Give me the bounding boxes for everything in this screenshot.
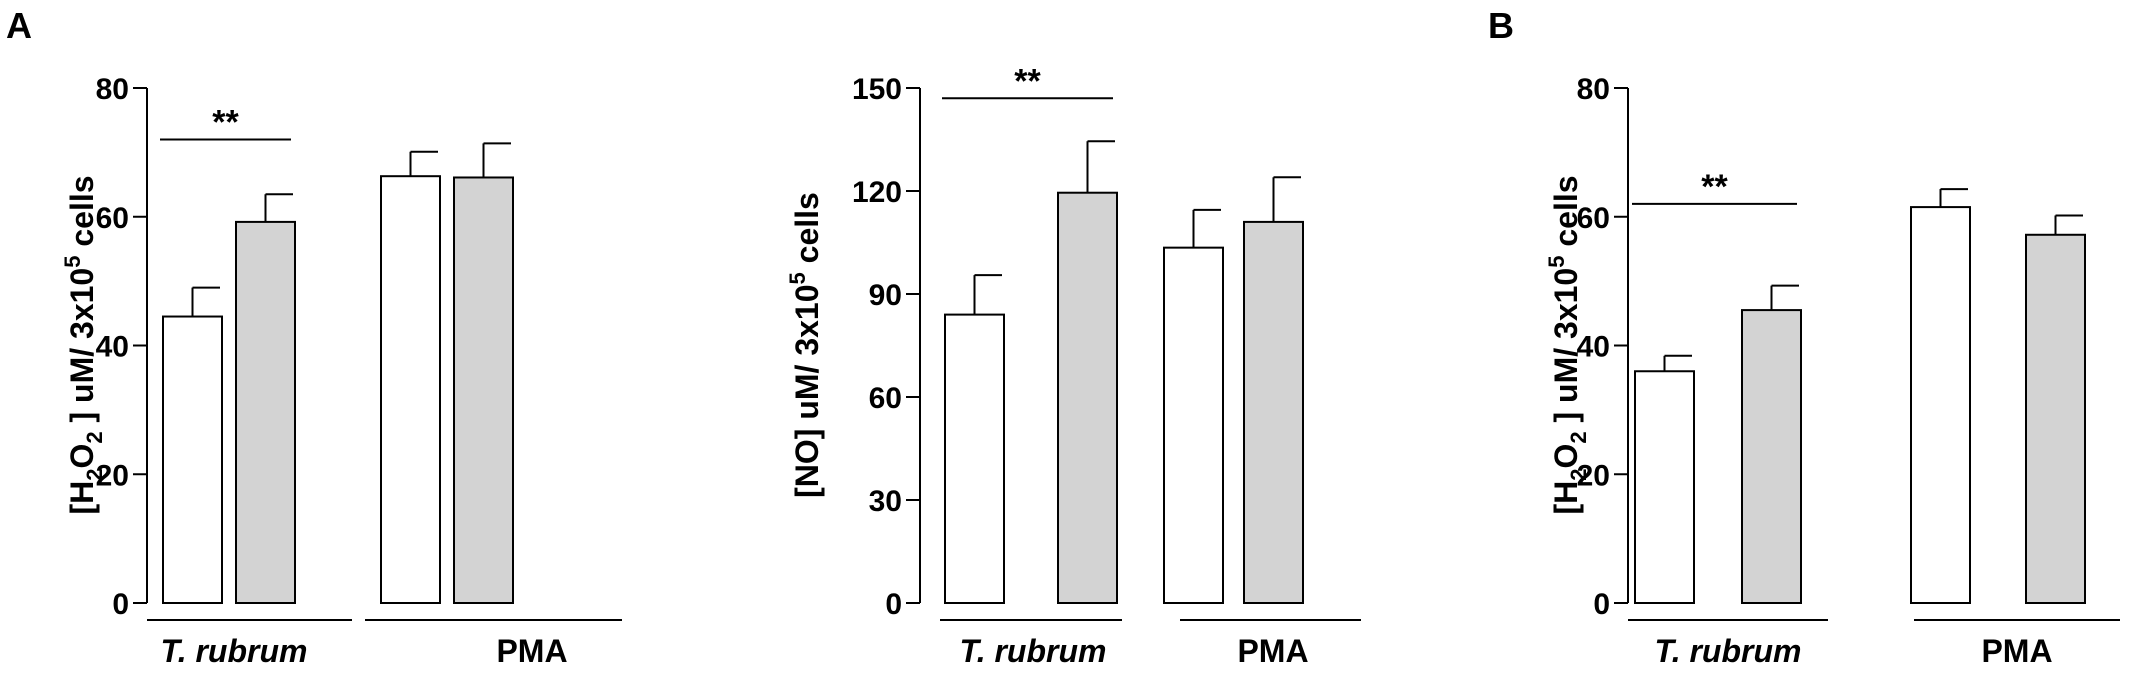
significance-label: ** bbox=[1701, 168, 1728, 206]
bar-1 bbox=[235, 220, 296, 604]
group-label-0: T. rubrum bbox=[161, 633, 308, 669]
bar-2 bbox=[380, 175, 441, 604]
group-label-0: T. rubrum bbox=[960, 633, 1107, 669]
y-tick-label: 20 bbox=[1577, 459, 1610, 492]
y-tick-label: 60 bbox=[869, 382, 902, 415]
y-axis-label-part: [NO] uM/ 3x10 bbox=[789, 284, 825, 497]
y-axis-label-part: ] uM/ 3x10 bbox=[1548, 268, 1584, 432]
y-axis-label-part: cells bbox=[64, 175, 100, 255]
y-tick-label: 90 bbox=[869, 279, 902, 312]
bar-2 bbox=[1910, 206, 1971, 604]
bar-2 bbox=[1163, 246, 1224, 604]
y-axis-label-part: O bbox=[1548, 444, 1584, 469]
bar-3 bbox=[1243, 220, 1304, 604]
y-axis-label-part: 2 bbox=[82, 431, 107, 443]
y-axis-label-part: cells bbox=[789, 192, 825, 272]
bar-3 bbox=[453, 176, 514, 604]
significance-label: ** bbox=[212, 104, 239, 142]
y-axis-label: [H2O2 ] uM/ 3x105 cells bbox=[1544, 175, 1591, 514]
y-tick-label: 40 bbox=[96, 331, 129, 364]
bar-1 bbox=[1741, 309, 1802, 604]
y-tick-label: 80 bbox=[1577, 73, 1610, 106]
y-tick-label: 20 bbox=[96, 459, 129, 492]
y-tick-label: 40 bbox=[1577, 331, 1610, 364]
y-axis-label: [NO] uM/ 3x105 cells bbox=[785, 192, 825, 498]
group-label-1: PMA bbox=[1237, 633, 1308, 669]
y-axis-label-part: 2 bbox=[1566, 469, 1591, 481]
bar-1 bbox=[1057, 191, 1118, 604]
y-axis-label-part: 2 bbox=[82, 469, 107, 481]
y-tick-label: 60 bbox=[1577, 202, 1610, 235]
y-axis-label-part: 5 bbox=[785, 272, 810, 284]
bar-0 bbox=[944, 313, 1005, 604]
y-axis-label-part: 5 bbox=[1544, 256, 1569, 268]
panel-letter-a: A bbox=[6, 5, 32, 46]
y-axis-label-part: [H bbox=[1548, 481, 1584, 515]
y-axis-label-part: O bbox=[64, 444, 100, 469]
bar-3 bbox=[2025, 233, 2086, 604]
y-axis-label-part: [H bbox=[64, 481, 100, 515]
y-axis-label-part: 2 bbox=[1566, 431, 1591, 443]
bar-0 bbox=[1634, 370, 1695, 604]
y-axis-label: [H2O2 ] uM/ 3x105 cells bbox=[60, 175, 107, 514]
chart-no-panel-a: 0 30 60 90 120 150 T. rubrum PMA ** [NO] uM/ 3x10… bbox=[785, 62, 1361, 669]
y-axis-label-part: ] uM/ 3x10 bbox=[64, 268, 100, 432]
y-tick-label: 30 bbox=[869, 485, 902, 518]
y-axis-label-part: 5 bbox=[60, 256, 85, 268]
y-tick-label: 0 bbox=[885, 588, 902, 621]
group-label-1: PMA bbox=[1981, 633, 2052, 669]
y-tick-label: 150 bbox=[852, 73, 902, 106]
y-axis-label-part: cells bbox=[1548, 175, 1584, 255]
y-tick-label: 0 bbox=[1593, 588, 1610, 621]
y-tick-label: 60 bbox=[96, 202, 129, 235]
group-label-0: T. rubrum bbox=[1655, 633, 1802, 669]
panel-letter-b: B bbox=[1488, 5, 1514, 46]
bar-0 bbox=[162, 315, 223, 604]
y-tick-label: 0 bbox=[112, 588, 129, 621]
group-label-1: PMA bbox=[496, 633, 567, 669]
significance-label: ** bbox=[1014, 62, 1041, 100]
y-tick-label: 120 bbox=[852, 176, 902, 209]
y-tick-label: 80 bbox=[96, 73, 129, 106]
